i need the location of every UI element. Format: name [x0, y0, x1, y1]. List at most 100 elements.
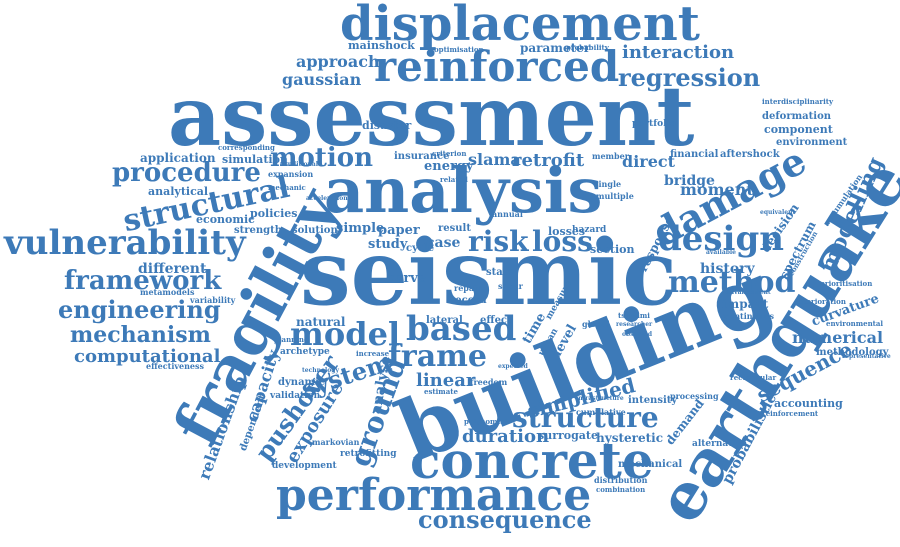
word-archetype: archetype [280, 347, 330, 357]
word-markovian: markovian [312, 437, 360, 447]
word-cycle: cycle [406, 243, 435, 254]
word-cumulative: cumulative [576, 407, 626, 417]
word-impact: impact [722, 297, 769, 311]
word-continuous: continuous [724, 311, 775, 321]
word-insurance: insurance [394, 151, 450, 162]
word-study: study [368, 237, 408, 252]
word-aftershock: aftershock [720, 149, 780, 160]
word-accounting: accounting [774, 397, 843, 410]
word-gaussian: gaussian [282, 70, 362, 89]
word-interdisciplinarity: interdisciplinarity [762, 97, 834, 106]
word-performance: performance [276, 470, 592, 521]
word-metamodels: metamodels [140, 287, 195, 297]
word-deformation: deformation [762, 111, 832, 122]
word-equivalent: equivalent [760, 209, 796, 216]
word-infrastructure: infrastructure [576, 395, 624, 402]
word-risk: risk [468, 225, 529, 258]
word-effect: effect [480, 315, 512, 326]
word-method: method [668, 265, 796, 300]
word-hazard: hazard [572, 225, 607, 235]
word-disaster: disaster [362, 119, 412, 132]
word-variability: variability [190, 295, 236, 305]
word-probability: probability [566, 43, 609, 52]
word-retrofit: retrofit [512, 150, 585, 171]
word-researcher: researcher [616, 321, 653, 328]
word-expansion: expansion [268, 169, 314, 179]
word-case: case [426, 235, 461, 251]
word-natural: natural [296, 315, 346, 329]
word-regression: regression [618, 63, 761, 92]
word-model: model [290, 315, 401, 353]
word-linear: linear [416, 370, 476, 391]
word-mechanic: mechanic [268, 183, 306, 192]
word-lateral: lateral [426, 315, 463, 326]
word-motion: motion [270, 143, 373, 173]
word-reinforced: reinforced [374, 42, 620, 91]
word-result: result [438, 223, 471, 234]
word-combination: combination [596, 485, 646, 494]
word-technology: technology [302, 367, 339, 374]
word-displacement: displacement [340, 0, 700, 52]
word-observed: observed [622, 331, 653, 338]
word-rectangular: rectangular [730, 373, 777, 382]
word-procedure: procedure [112, 158, 261, 188]
word-optimisation: optimisation [434, 45, 484, 54]
word-moment: moment [680, 180, 754, 199]
word-advancement: advancement [726, 289, 771, 296]
word-freedom: freedom [470, 377, 508, 387]
word-interaction: interaction [622, 42, 735, 63]
word-environmental: environmental [826, 319, 884, 328]
word-analytical: analytical [148, 185, 209, 198]
word-design: design [658, 219, 784, 259]
word-vulnerability: vulnerability [4, 223, 246, 263]
word-development: development [272, 461, 337, 471]
word-portfolio: portfolio [632, 119, 676, 129]
word-environment: environment [776, 137, 848, 148]
word-section: section [590, 243, 635, 256]
word-validation: validation [270, 391, 321, 401]
word-intensity: intensity [628, 395, 678, 406]
word-mainshock: mainshock [348, 39, 415, 52]
word-solution: solution [292, 225, 338, 236]
word-representative: representative [842, 353, 891, 360]
word-effectiveness: effectiveness [146, 361, 205, 371]
word-distribution: distribution [594, 475, 648, 485]
word-state: state [486, 267, 514, 278]
word-member: member [592, 151, 629, 161]
word-shear: shear [498, 281, 523, 291]
word-processing: processing [670, 391, 719, 401]
word-multiple: multiple [596, 191, 634, 201]
word-different: different [138, 261, 207, 277]
word-framework: framework [64, 266, 222, 296]
word-simple: simple [336, 221, 385, 236]
word-direct: direct [622, 152, 676, 171]
word-based: based [406, 309, 517, 349]
word-seismic: seismic [300, 220, 678, 326]
word-deterioration: deterioration [794, 297, 846, 306]
word-approach: approach [296, 52, 380, 71]
word-single: single [594, 179, 622, 189]
word-energy: energy [424, 159, 474, 174]
word-alternative: alternative [692, 439, 747, 449]
word-application: application [140, 151, 216, 165]
word-slama: slama [468, 150, 521, 169]
word-curve: curve [386, 271, 427, 286]
word-tsunami: tsunami [618, 311, 650, 320]
word-consequence: consequence [418, 505, 592, 534]
word-repair: repair [454, 283, 482, 293]
word-available: available [706, 249, 736, 256]
word-criterion: criterion [432, 149, 467, 158]
word-methodology: methodology [816, 347, 889, 358]
word-concrete: concrete [410, 431, 654, 490]
word-paper: paper [378, 223, 420, 238]
word-polynomial: polynomial [464, 417, 508, 426]
word-financial: financial [670, 149, 719, 160]
word-hysteretic: hysteretic [596, 431, 663, 445]
word-analysis: analysis [324, 154, 603, 227]
word-annual: annual [492, 209, 523, 219]
word-retrofitting: retrofitting [340, 449, 397, 459]
word-strength: strength [234, 225, 283, 236]
word-structure: structure [512, 401, 659, 434]
word-increase: increase [356, 349, 390, 358]
